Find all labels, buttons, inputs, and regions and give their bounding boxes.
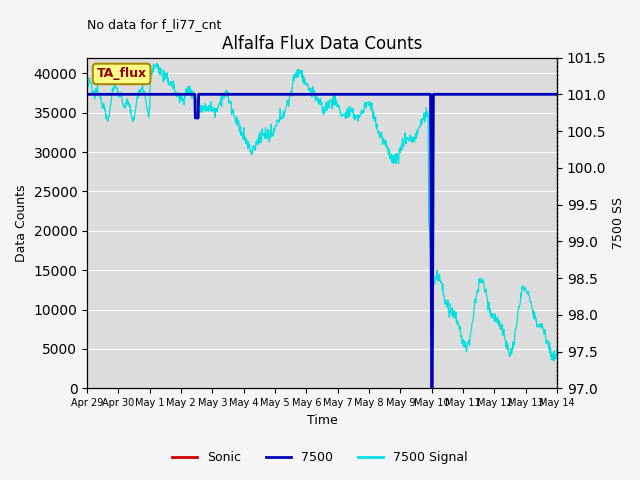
Y-axis label: Data Counts: Data Counts — [15, 184, 28, 262]
Legend: Sonic, 7500, 7500 Signal: Sonic, 7500, 7500 Signal — [167, 446, 473, 469]
Text: No data for f_li77_cnt: No data for f_li77_cnt — [87, 18, 221, 31]
X-axis label: Time: Time — [307, 414, 337, 427]
Y-axis label: 7500 SS: 7500 SS — [612, 197, 625, 249]
Title: Alfalfa Flux Data Counts: Alfalfa Flux Data Counts — [222, 35, 422, 53]
Text: TA_flux: TA_flux — [97, 67, 147, 81]
